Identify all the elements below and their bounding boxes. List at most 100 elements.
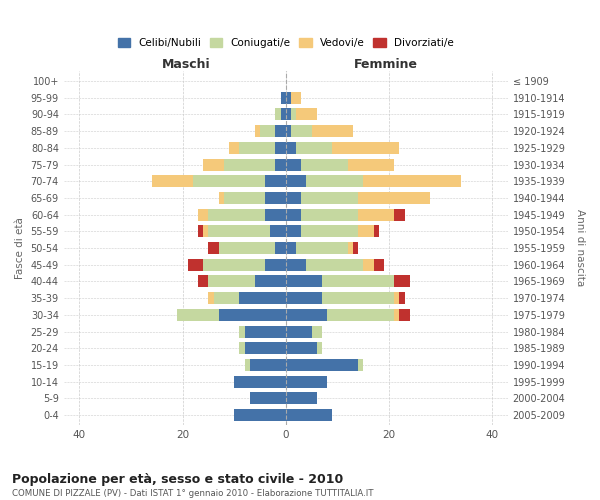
Bar [301,158,348,170]
Bar [301,226,358,237]
Bar [193,175,265,188]
Bar [358,226,374,237]
Bar [214,292,239,304]
Bar [218,309,286,321]
Bar [400,309,410,321]
Bar [286,158,301,170]
Bar [271,226,286,237]
Bar [208,276,255,287]
Bar [203,226,208,237]
Bar [245,342,286,354]
Bar [255,276,286,287]
Bar [198,226,203,237]
Bar [239,142,275,154]
Bar [311,326,322,338]
Bar [208,292,214,304]
Bar [265,175,286,188]
Bar [250,359,286,371]
Text: COMUNE DI PIZZALE (PV) - Dati ISTAT 1° gennaio 2010 - Elaborazione TUTTITALIA.IT: COMUNE DI PIZZALE (PV) - Dati ISTAT 1° g… [12,489,373,498]
Bar [198,208,208,220]
Bar [311,125,353,137]
Bar [353,242,358,254]
Bar [224,158,275,170]
Bar [275,142,286,154]
Bar [348,242,353,254]
Bar [296,142,332,154]
Bar [224,192,265,204]
Bar [286,175,307,188]
Bar [265,192,286,204]
Bar [208,208,265,220]
Bar [286,226,301,237]
Bar [286,376,327,388]
Bar [286,108,291,120]
Bar [255,125,260,137]
Bar [291,125,311,137]
Bar [394,276,410,287]
Text: Popolazione per età, sesso e stato civile - 2010: Popolazione per età, sesso e stato civil… [12,472,343,486]
Bar [152,175,193,188]
Bar [291,92,301,104]
Bar [286,292,322,304]
Bar [260,125,275,137]
Bar [358,359,363,371]
Bar [394,208,404,220]
Bar [400,292,404,304]
Bar [286,359,358,371]
Bar [374,226,379,237]
Bar [358,192,430,204]
Bar [286,92,291,104]
Bar [394,309,400,321]
Bar [286,259,307,271]
Bar [208,226,271,237]
Bar [203,158,224,170]
Bar [239,326,245,338]
Bar [327,309,394,321]
Bar [286,342,317,354]
Bar [374,259,384,271]
Legend: Celibi/Nubili, Coniugati/e, Vedovi/e, Divorziati/e: Celibi/Nubili, Coniugati/e, Vedovi/e, Di… [114,34,458,52]
Bar [234,376,286,388]
Bar [203,259,265,271]
Bar [250,392,286,404]
Bar [275,242,286,254]
Y-axis label: Anni di nascita: Anni di nascita [575,210,585,286]
Bar [286,208,301,220]
Bar [307,259,363,271]
Bar [286,276,322,287]
Text: Maschi: Maschi [161,58,210,71]
Bar [332,142,400,154]
Bar [301,208,358,220]
Bar [394,292,400,304]
Bar [286,125,291,137]
Bar [245,326,286,338]
Bar [301,192,358,204]
Bar [265,208,286,220]
Bar [296,108,317,120]
Bar [178,309,218,321]
Bar [239,292,286,304]
Bar [234,409,286,421]
Bar [286,392,317,404]
Bar [198,276,208,287]
Bar [363,175,461,188]
Text: Femmine: Femmine [354,58,418,71]
Bar [188,259,203,271]
Bar [286,409,332,421]
Bar [229,142,239,154]
Bar [275,108,281,120]
Bar [281,92,286,104]
Bar [286,326,311,338]
Bar [291,108,296,120]
Bar [363,259,374,271]
Bar [281,108,286,120]
Bar [317,342,322,354]
Bar [348,158,394,170]
Bar [286,309,327,321]
Bar [245,359,250,371]
Y-axis label: Fasce di età: Fasce di età [15,217,25,279]
Bar [275,158,286,170]
Bar [239,342,245,354]
Bar [265,259,286,271]
Bar [296,242,348,254]
